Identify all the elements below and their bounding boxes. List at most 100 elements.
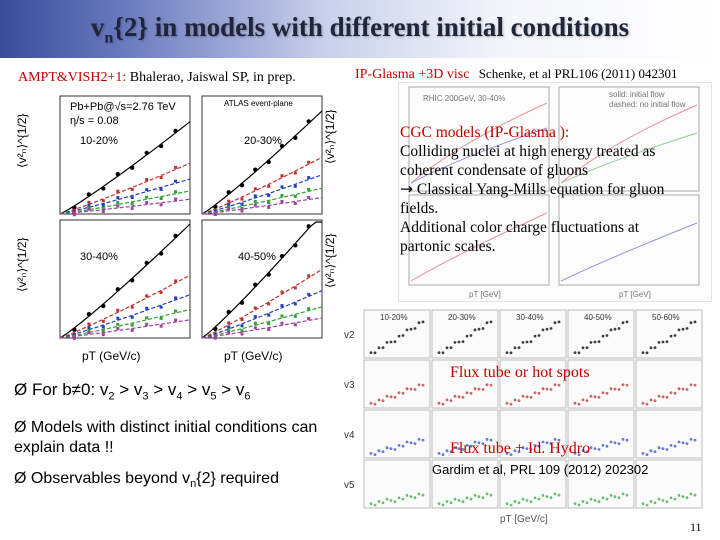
slide-title: vn{2} in models with different initial c… <box>90 12 630 47</box>
rb-data-point <box>533 391 537 395</box>
rb-data-point <box>369 452 373 455</box>
rb-data-point <box>457 499 461 502</box>
rb-data-point <box>581 398 585 402</box>
data-point <box>130 196 134 200</box>
rb-data-point <box>537 334 541 337</box>
rb-data-point <box>381 399 385 402</box>
data-point <box>144 260 149 266</box>
bullet-2: Ø Models with distinct initial condition… <box>14 419 318 456</box>
rb-data-point <box>557 383 561 387</box>
rb-data-point <box>489 493 493 497</box>
rb-data-point <box>413 388 417 391</box>
rb-row-label: v5 <box>344 480 355 491</box>
data-point <box>130 165 135 170</box>
data-point <box>174 165 178 169</box>
data-point <box>173 233 178 239</box>
rb-data-point <box>461 500 465 504</box>
rb-data-point <box>445 449 449 453</box>
data-point <box>86 312 92 317</box>
data-point <box>253 321 257 325</box>
model-curve <box>59 319 191 339</box>
data-point <box>253 315 257 319</box>
data-point <box>101 330 105 333</box>
data-point <box>159 305 163 309</box>
data-point <box>130 278 135 283</box>
data-point <box>280 174 284 178</box>
data-point <box>159 316 163 320</box>
data-point <box>145 195 149 199</box>
rb-data-point <box>369 401 373 405</box>
rb-data-point <box>625 438 629 442</box>
rb-data-point <box>693 383 697 387</box>
rb-data-point <box>437 401 441 405</box>
rb-data-point <box>545 327 549 331</box>
rb-data-point <box>665 448 669 451</box>
rb-data-point <box>537 391 541 395</box>
rb-data-point <box>377 398 381 402</box>
rb-data-point <box>681 441 685 445</box>
rb-xlabel: pT [GeV/c] <box>500 514 548 525</box>
cgc-line4: Additional color charge fluctuations at … <box>400 219 640 255</box>
data-point <box>267 184 271 188</box>
left-ylabel-top: ⟨v²ₙ⟩^{1/2} <box>15 114 29 168</box>
rb-data-point <box>577 453 581 456</box>
rt-xlabel: pT [GeV] <box>469 290 501 299</box>
data-point <box>307 292 311 296</box>
rb-data-point <box>473 387 477 391</box>
rb-row-label: v3 <box>344 380 355 391</box>
rb-data-point <box>669 496 673 500</box>
rb-data-point <box>441 503 445 507</box>
rb-data-point <box>465 444 469 447</box>
data-point <box>266 159 271 165</box>
rb-data-point <box>573 502 577 505</box>
data-point <box>239 183 245 188</box>
model-curve <box>59 198 191 215</box>
rb-data-point <box>505 452 509 455</box>
rb-data-point <box>549 442 553 445</box>
rb-data-point <box>533 496 537 500</box>
rb-data-point <box>409 441 413 445</box>
rb-data-point <box>577 503 581 507</box>
rb-data-point <box>665 500 669 504</box>
model-curve <box>201 290 323 339</box>
rb-data-point <box>401 334 405 337</box>
slide-number: 11 <box>690 520 702 534</box>
data-point <box>115 172 121 177</box>
data-point <box>306 119 311 124</box>
data-point <box>86 192 92 197</box>
rb-data-point <box>657 446 661 450</box>
rb-data-point <box>573 452 577 455</box>
rb-data-point <box>689 383 693 387</box>
data-point <box>266 272 271 277</box>
data-point <box>293 202 297 205</box>
rb-data-point <box>677 494 681 497</box>
rb-data-point <box>529 395 533 399</box>
rb-data-point <box>413 327 417 330</box>
rb-data-point <box>473 494 477 497</box>
rb-data-point <box>453 341 457 344</box>
rb-data-point <box>593 447 597 450</box>
rb-data-point <box>577 351 581 355</box>
rb-data-point <box>529 500 533 504</box>
panel-header: ATLAS event-plane <box>224 99 293 108</box>
rb-data-point <box>521 497 525 501</box>
rb-data-point <box>445 346 449 350</box>
data-point <box>293 286 297 290</box>
data-point <box>280 321 284 325</box>
rb-data-point <box>381 501 385 505</box>
rb-data-point <box>461 340 465 343</box>
data-point <box>174 197 178 201</box>
rb-data-point <box>605 497 609 501</box>
rb-data-point <box>597 500 601 504</box>
data-point <box>239 300 245 305</box>
data-point <box>174 190 178 194</box>
flux-hydro-note: Flux tube + Id. Hydro <box>450 440 591 457</box>
rb-data-point <box>601 444 605 447</box>
data-point <box>87 322 91 326</box>
rb-data-point <box>609 494 613 497</box>
data-point <box>87 200 91 204</box>
rb-data-point <box>589 394 593 398</box>
rb-data-point <box>521 341 525 344</box>
rb-data-point <box>517 450 521 454</box>
rb-data-point <box>401 497 405 501</box>
